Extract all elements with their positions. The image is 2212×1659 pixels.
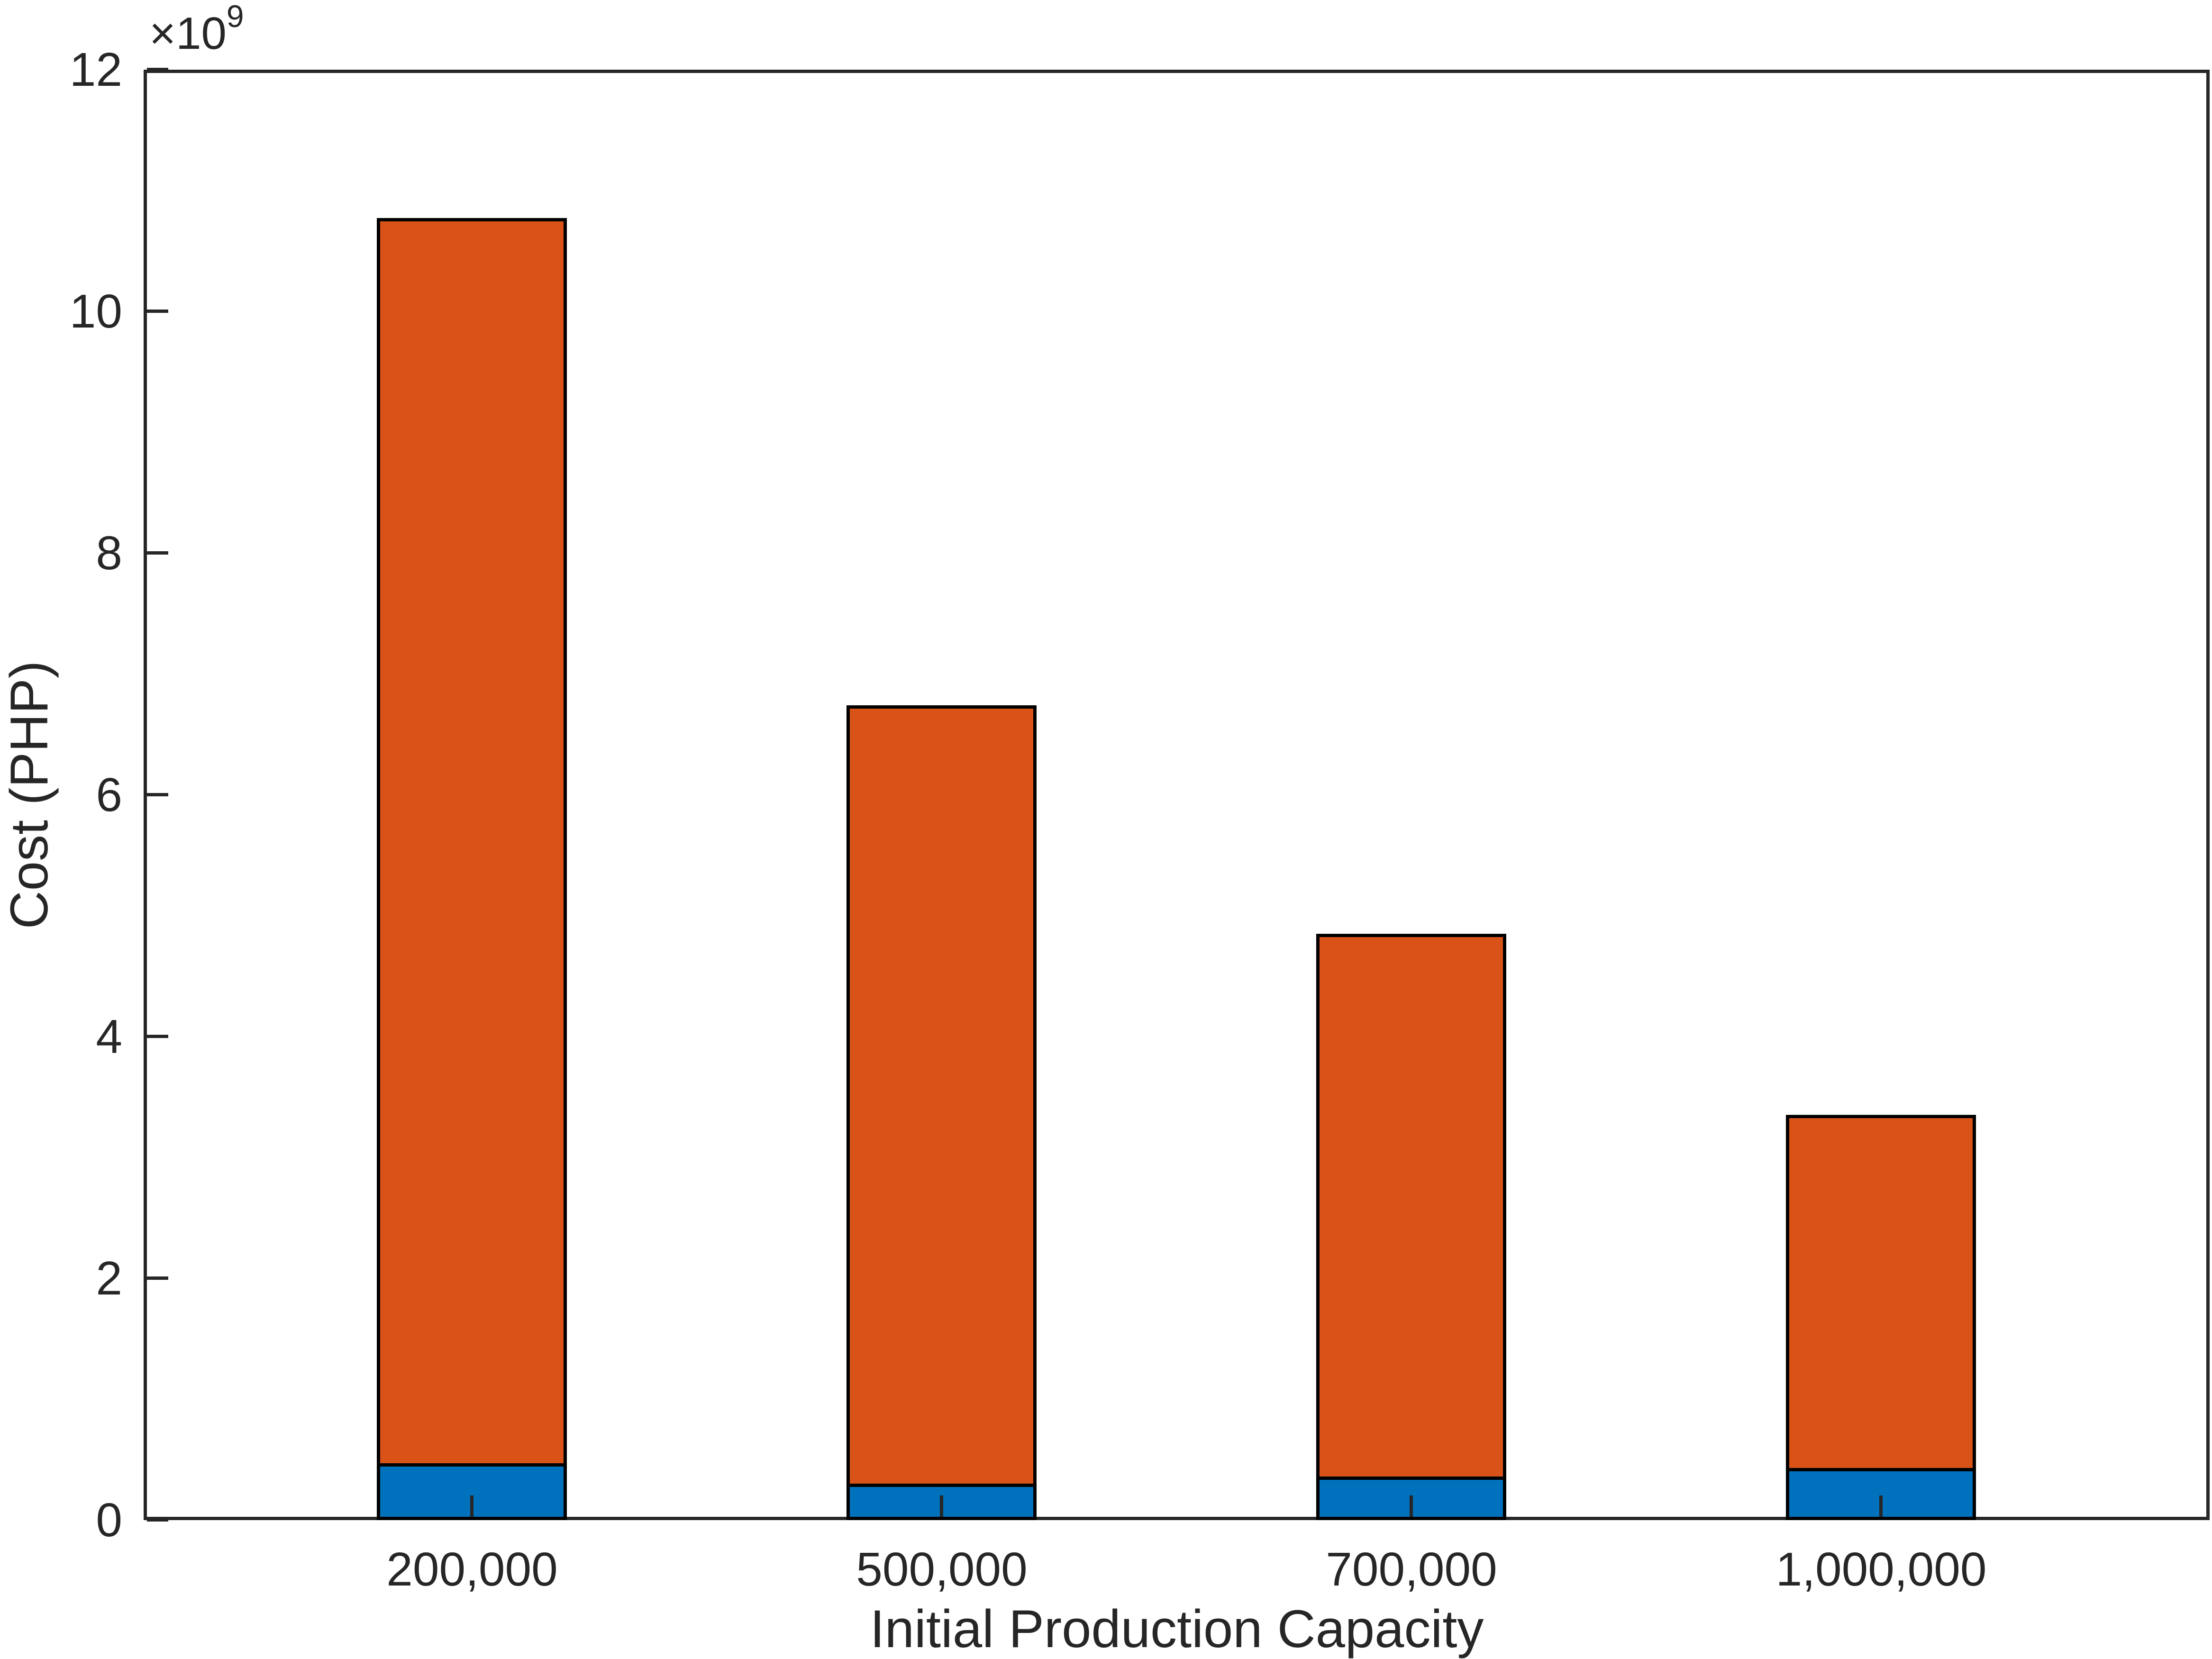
y-tick-label: 10 [69,285,122,338]
x-tick-label: 700,000 [1326,1543,1497,1596]
y-tick-label: 4 [96,1010,122,1063]
bar-stack-1000000 [1786,1115,1976,1520]
y-axis-label: Cost (PHP) [0,660,59,930]
x-tick-label: 1,000,000 [1775,1543,1987,1596]
bar-stack-500000 [847,705,1037,1520]
x-tick [940,1495,943,1517]
y-tick-label: 0 [96,1494,122,1547]
y-tick [147,310,168,313]
y-tick [147,551,168,555]
bar-segment-orange [377,218,567,1463]
y-tick-label: 2 [96,1252,122,1305]
bar-segment-blue [1786,1468,1976,1520]
x-tick-label: 200,000 [386,1543,558,1596]
bar-segment-orange [847,705,1037,1484]
x-axis-label: Initial Production Capacity [870,1599,1484,1659]
x-tick-label: 500,000 [856,1543,1028,1596]
y-tick [147,1035,168,1038]
y-axis-multiplier: ×109 [149,0,244,60]
y-tick-label: 12 [69,43,122,96]
x-tick [1410,1495,1413,1517]
y-axis-multiplier-base: ×10 [149,8,227,59]
y-tick [147,793,168,796]
y-tick [147,68,168,71]
x-tick [470,1495,473,1517]
x-tick [1879,1495,1883,1517]
bar-segment-orange [1786,1115,1976,1468]
y-axis-multiplier-exponent: 9 [226,0,244,34]
bar-stack-700000 [1316,934,1506,1520]
y-tick [147,1276,168,1280]
bar-stack-200000 [377,218,567,1520]
y-tick [147,1518,168,1522]
y-tick-label: 8 [96,527,122,580]
bar-segment-orange [1316,934,1506,1477]
y-tick-label: 6 [96,768,122,821]
